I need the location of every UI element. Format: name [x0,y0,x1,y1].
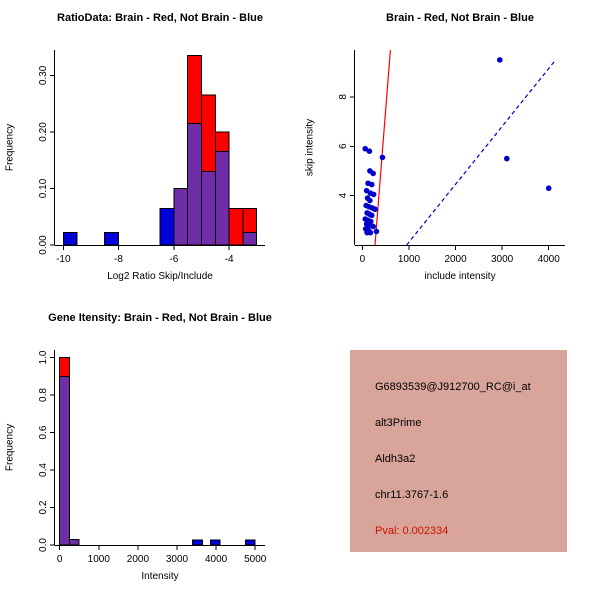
svg-text:5000: 5000 [244,554,267,565]
svg-text:0.8: 0.8 [38,388,49,402]
gene-intensity-ylabel: Frequency [4,423,16,472]
intensity-scatter-title: Brain - Red, Not Brain - Blue [386,12,534,24]
panel-gene-intensity-histogram: Gene Itensity: Brain - Red, Not Brain - … [0,300,300,600]
svg-text:2000: 2000 [127,554,150,565]
svg-text:0.0: 0.0 [38,538,49,552]
svg-text:2000: 2000 [444,254,467,265]
svg-text:1.0: 1.0 [38,350,49,364]
intensity-scatter-plot: 0 1000 2000 3000 4000 4 6 8 [338,49,565,265]
svg-text:6: 6 [338,143,349,149]
gene-location: chr11.3767-1.6 [375,489,449,501]
ratio-histogram-ylabel: Frequency [4,123,16,172]
svg-text:0.6: 0.6 [38,425,49,439]
svg-text:0: 0 [360,254,366,265]
svg-text:0.10: 0.10 [38,178,49,198]
panel-intensity-scatter: Brain - Red, Not Brain - Blue 0 1000 2000 3… [300,0,600,300]
panel-ratio-histogram: RatioData: Brain - Red, Not Brain - Blue… [0,0,300,300]
svg-text:3000: 3000 [491,254,514,265]
svg-text:0.2: 0.2 [38,500,49,514]
gene-info-box: G6893539@J912700_RC@i_at alt3Prime Aldh3… [350,350,567,552]
svg-text:3000: 3000 [166,554,189,565]
svg-text:0.4: 0.4 [38,463,49,477]
gene-intensity-title: Gene Itensity: Brain - Red, Not Brain - … [48,312,272,324]
gene-event-type: alt3Prime [375,417,422,429]
gene-symbol: Aldh3a2 [375,453,416,465]
svg-text:8: 8 [338,94,349,100]
svg-text:-4: -4 [225,254,234,265]
svg-text:0.30: 0.30 [38,65,49,85]
svg-text:-6: -6 [169,254,178,265]
svg-text:1000: 1000 [88,554,111,565]
gene-intensity-plot: 0 1000 2000 3000 4000 5000 0.0 0.2 0.4 0.6 0.8 1.0 [38,350,267,565]
gene-probe-id: G6893539@J912700_RC@i_at [375,381,531,393]
svg-text:-8: -8 [114,254,123,265]
panel-gene-info: G6893539@J912700_RC@i_at alt3Prime Aldh3… [300,300,600,600]
svg-text:4: 4 [338,192,349,198]
intensity-scatter-xlabel: include intensity [424,271,496,282]
svg-text:0.00: 0.00 [38,235,49,255]
svg-text:-10: -10 [56,254,71,265]
svg-text:0: 0 [57,554,63,565]
svg-text:1000: 1000 [398,254,421,265]
svg-text:0.20: 0.20 [38,122,49,142]
svg-text:4000: 4000 [205,554,228,565]
svg-text:4000: 4000 [538,254,561,265]
ratio-histogram-title: RatioData: Brain - Red, Not Brain - Blue [57,12,263,24]
gene-intensity-xlabel: Intensity [141,571,179,582]
ratio-histogram-xlabel: Log2 Ratio Skip/Include [107,271,213,282]
gene-pvalue: Pval: 0.002334 [375,525,449,537]
ratio-histogram-plot: -10 -8 -6 -4 0.00 0.10 0.20 0.30 [38,50,265,265]
intensity-scatter-ylabel: skip intensity [304,118,316,177]
